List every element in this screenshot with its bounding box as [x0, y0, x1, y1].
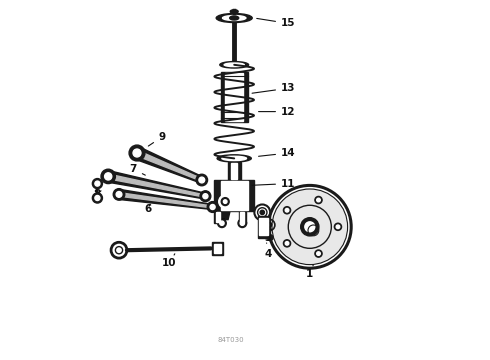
Circle shape: [101, 169, 116, 184]
Circle shape: [207, 202, 218, 212]
Polygon shape: [107, 171, 206, 199]
Circle shape: [95, 195, 100, 201]
Circle shape: [317, 252, 320, 255]
Bar: [240, 212, 244, 222]
Ellipse shape: [230, 10, 238, 13]
Circle shape: [315, 197, 322, 204]
Bar: [220, 72, 248, 122]
Polygon shape: [135, 147, 203, 183]
Text: 9: 9: [148, 132, 166, 146]
Circle shape: [113, 189, 125, 200]
Circle shape: [210, 204, 215, 210]
Text: 5: 5: [218, 218, 225, 228]
Text: 12: 12: [259, 107, 295, 117]
Circle shape: [203, 194, 208, 199]
Circle shape: [301, 218, 319, 236]
Circle shape: [238, 219, 246, 228]
Ellipse shape: [230, 16, 239, 20]
Bar: [215, 210, 222, 223]
Text: 11: 11: [252, 179, 295, 189]
Circle shape: [220, 221, 224, 225]
Bar: [259, 218, 269, 235]
Circle shape: [260, 210, 265, 215]
Circle shape: [285, 208, 289, 212]
Ellipse shape: [217, 155, 251, 162]
Text: 10: 10: [162, 254, 177, 268]
Bar: [231, 163, 238, 179]
Text: 8: 8: [94, 189, 101, 199]
Text: 6: 6: [144, 204, 151, 214]
Circle shape: [336, 225, 340, 229]
Circle shape: [272, 189, 347, 265]
Bar: [214, 244, 220, 253]
Circle shape: [200, 191, 211, 202]
Circle shape: [116, 192, 122, 197]
Circle shape: [221, 198, 229, 206]
Circle shape: [268, 235, 273, 240]
Circle shape: [129, 145, 145, 161]
Polygon shape: [123, 193, 208, 207]
Circle shape: [305, 222, 315, 232]
Ellipse shape: [220, 62, 248, 68]
Circle shape: [133, 149, 141, 157]
Circle shape: [196, 174, 208, 186]
Ellipse shape: [222, 156, 246, 161]
Bar: [220, 181, 247, 210]
Circle shape: [317, 198, 320, 202]
Bar: [258, 216, 270, 238]
Circle shape: [334, 223, 342, 230]
Polygon shape: [118, 189, 213, 210]
Bar: [228, 162, 241, 180]
Bar: [215, 180, 254, 211]
Text: 15: 15: [257, 18, 295, 28]
Circle shape: [95, 181, 100, 186]
Bar: [212, 242, 222, 255]
Text: 7: 7: [130, 164, 146, 175]
Circle shape: [92, 179, 102, 189]
Text: 1: 1: [306, 265, 314, 279]
Circle shape: [223, 200, 227, 203]
Bar: [216, 212, 220, 222]
Ellipse shape: [222, 15, 246, 21]
Circle shape: [283, 207, 291, 214]
Circle shape: [283, 240, 291, 247]
Text: 3: 3: [265, 233, 272, 243]
Bar: [225, 73, 243, 121]
Ellipse shape: [216, 14, 252, 23]
Circle shape: [240, 221, 245, 225]
Polygon shape: [216, 190, 234, 220]
Text: 2: 2: [261, 220, 272, 232]
Circle shape: [218, 219, 226, 228]
Circle shape: [315, 250, 322, 257]
Polygon shape: [139, 152, 199, 180]
Polygon shape: [113, 175, 201, 196]
Circle shape: [199, 177, 205, 183]
Circle shape: [92, 193, 102, 203]
Text: 14: 14: [259, 148, 295, 158]
Circle shape: [285, 242, 289, 245]
Ellipse shape: [224, 63, 245, 67]
Text: 13: 13: [252, 83, 295, 93]
Bar: [239, 210, 246, 223]
Text: 84T030: 84T030: [217, 337, 244, 343]
Text: 4: 4: [265, 243, 272, 259]
Circle shape: [219, 195, 232, 208]
Circle shape: [104, 173, 112, 180]
